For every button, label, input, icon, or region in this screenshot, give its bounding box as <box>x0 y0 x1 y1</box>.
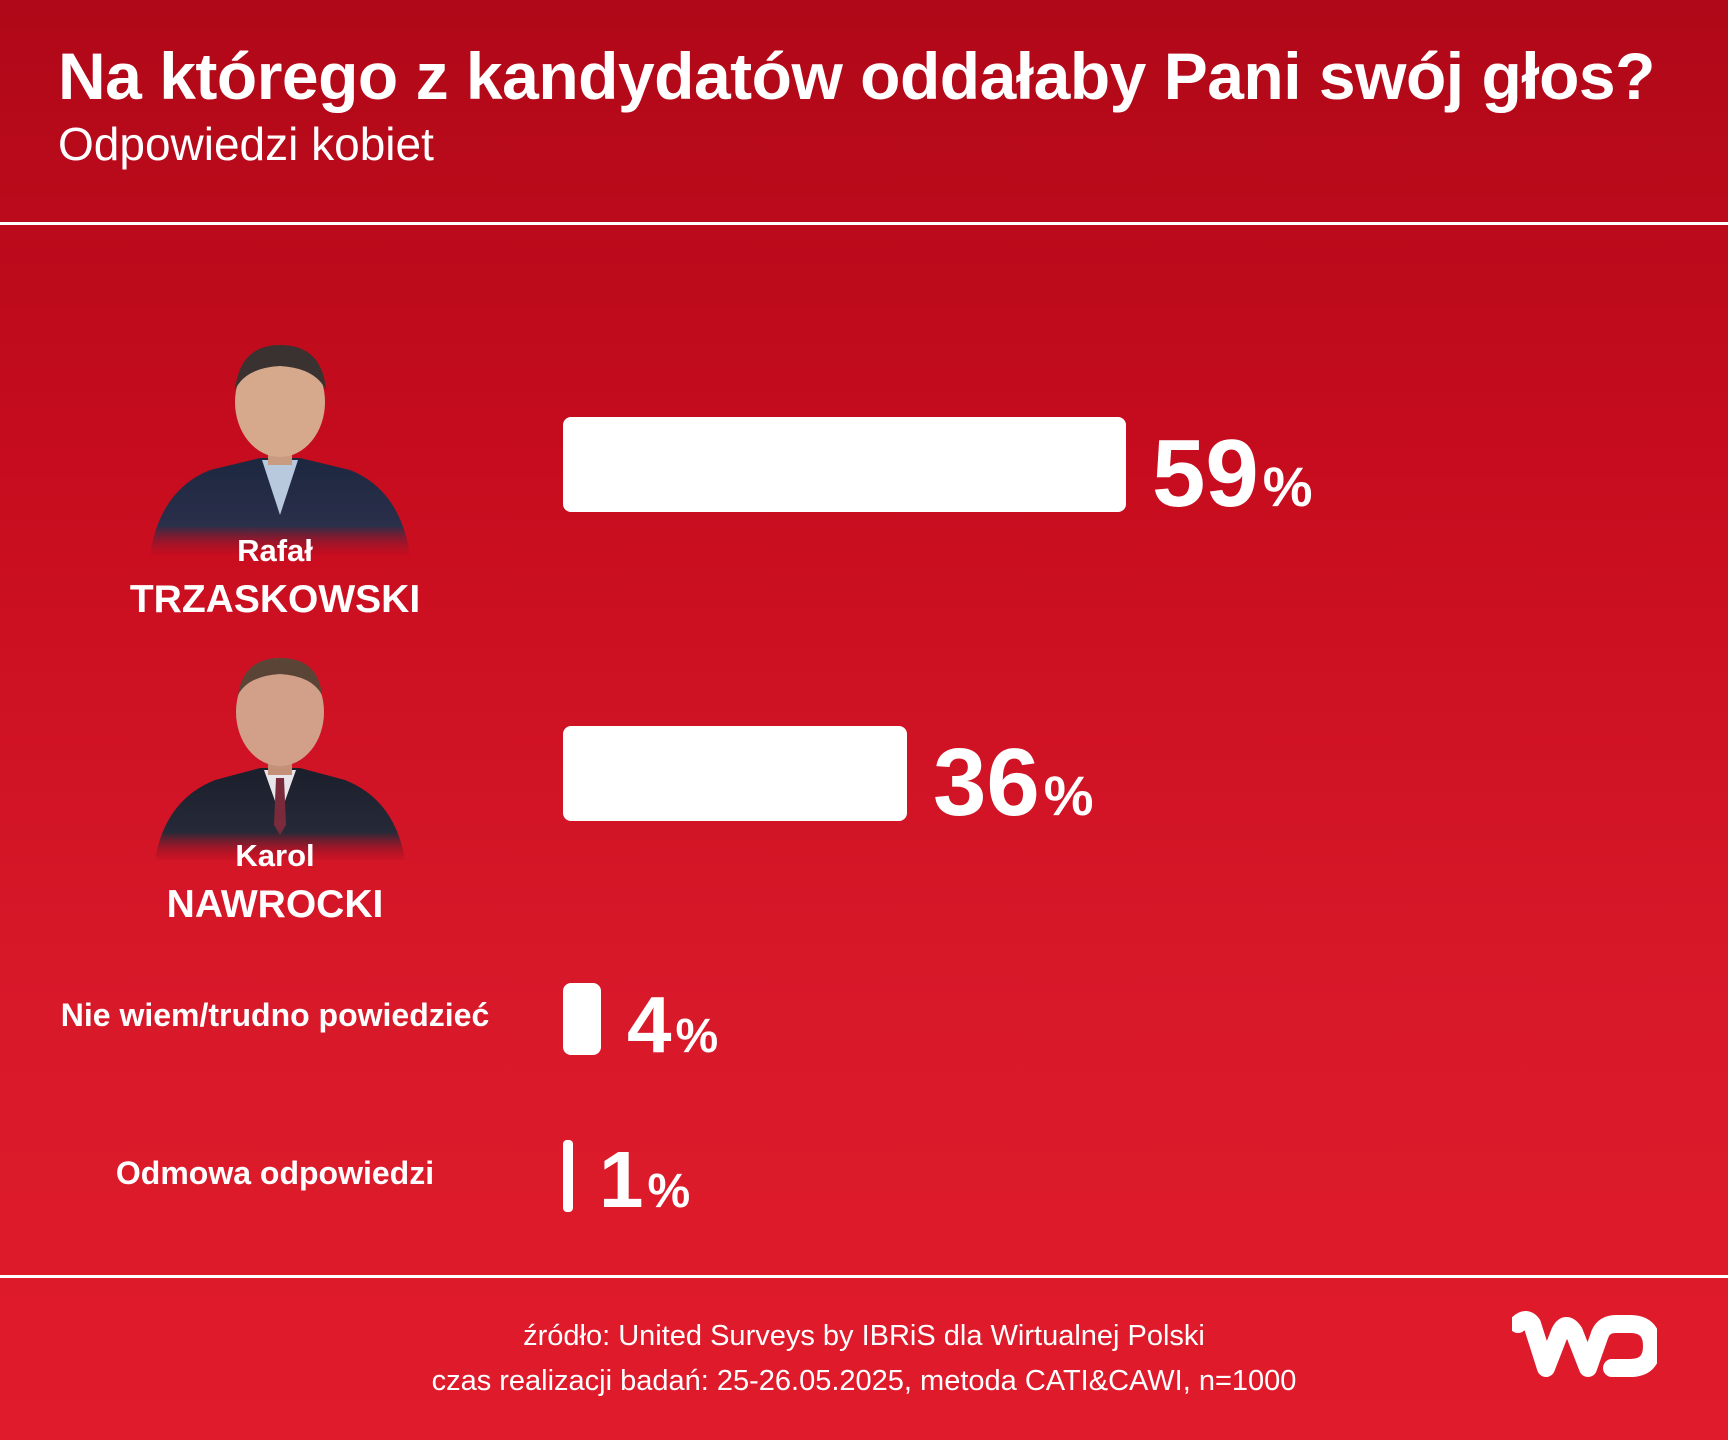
bar-nawrocki <box>563 726 907 821</box>
bar-dont-know <box>563 983 601 1055</box>
value-number: 59 <box>1152 420 1259 527</box>
value-label-dont-know: 4% <box>627 985 718 1065</box>
option-label: Odmowa odpowiedzi <box>115 1155 435 1191</box>
value-label-refusal: 1% <box>599 1140 690 1220</box>
wp-logo-icon <box>1509 1310 1661 1402</box>
chart-subtitle: Odpowiedzi kobiet <box>58 118 434 170</box>
value-number: 1 <box>599 1135 644 1224</box>
footer-divider <box>0 1275 1728 1278</box>
percent-sign: % <box>647 1165 691 1218</box>
candidate-photo-trzaskowski <box>140 340 420 555</box>
bar-trzaskowski <box>563 417 1126 512</box>
value-label-nawrocki: 36% <box>933 735 1094 831</box>
candidate-first-name: Karol <box>235 838 315 873</box>
percent-sign: % <box>1262 455 1313 518</box>
candidate-last-name: TRZASKOWSKI <box>129 578 421 621</box>
chart-title: Na którego z kandydatów oddałaby Pani sw… <box>58 39 1655 113</box>
candidate-photo-nawrocki <box>140 650 420 860</box>
option-label: Nie wiem/trudno powiedzieć <box>60 997 490 1033</box>
bar-refusal <box>563 1140 573 1212</box>
value-number: 36 <box>933 729 1040 836</box>
value-number: 4 <box>627 980 672 1069</box>
percent-sign: % <box>1043 764 1094 827</box>
value-label-trzaskowski: 59% <box>1152 426 1313 522</box>
percent-sign: % <box>675 1010 719 1063</box>
header-divider <box>0 222 1728 225</box>
candidate-first-name: Rafał <box>237 533 313 568</box>
source-line: źródło: United Surveys by IBRiS dla Wirt… <box>523 1320 1205 1352</box>
candidate-last-name: NAWROCKI <box>166 883 384 926</box>
method-line: czas realizacji badań: 25-26.05.2025, me… <box>431 1365 1297 1397</box>
